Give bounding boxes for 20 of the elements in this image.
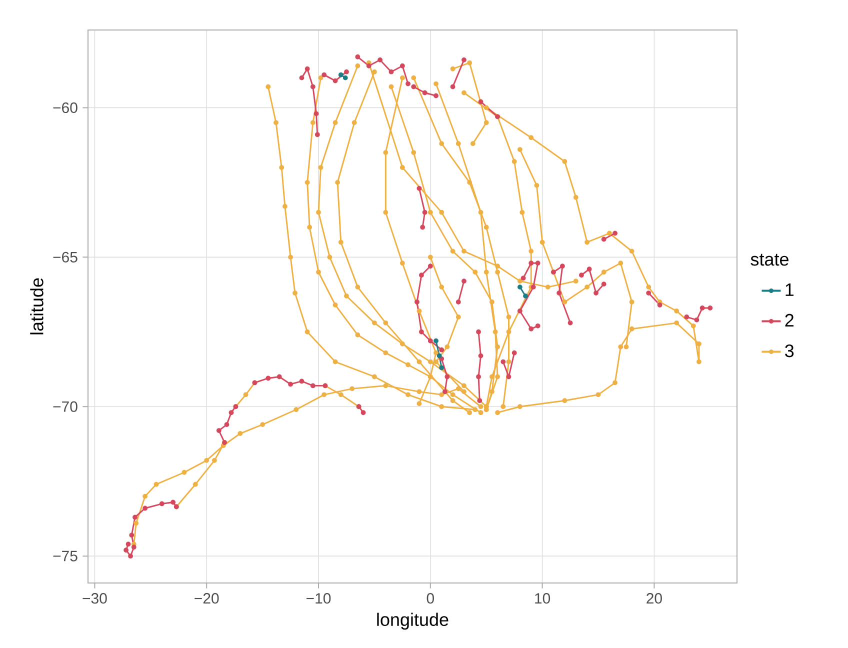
y-axis-title: latitude bbox=[30, 278, 44, 334]
point bbox=[342, 75, 348, 80]
y-tick-label: −75 bbox=[53, 550, 78, 562]
legend-label: 1 bbox=[786, 284, 794, 296]
x-tick-label: −10 bbox=[306, 593, 331, 604]
x-tick-label: 10 bbox=[535, 593, 550, 604]
point bbox=[517, 284, 522, 290]
point bbox=[338, 72, 344, 78]
y-tick-label: −65 bbox=[53, 252, 78, 262]
legend-title: state bbox=[750, 254, 788, 266]
legend-label: 2 bbox=[785, 314, 794, 326]
x-tick-label: −30 bbox=[82, 593, 107, 604]
y-tick-label: −70 bbox=[53, 401, 78, 412]
x-tick-label: 0 bbox=[426, 593, 434, 604]
point bbox=[523, 294, 528, 298]
x-tick-label: 20 bbox=[646, 593, 662, 604]
legend-label: 3 bbox=[785, 344, 794, 358]
y-tick-label: −60 bbox=[53, 102, 78, 114]
x-tick-label: −20 bbox=[194, 593, 219, 604]
x-axis-title: longitude bbox=[377, 612, 448, 630]
